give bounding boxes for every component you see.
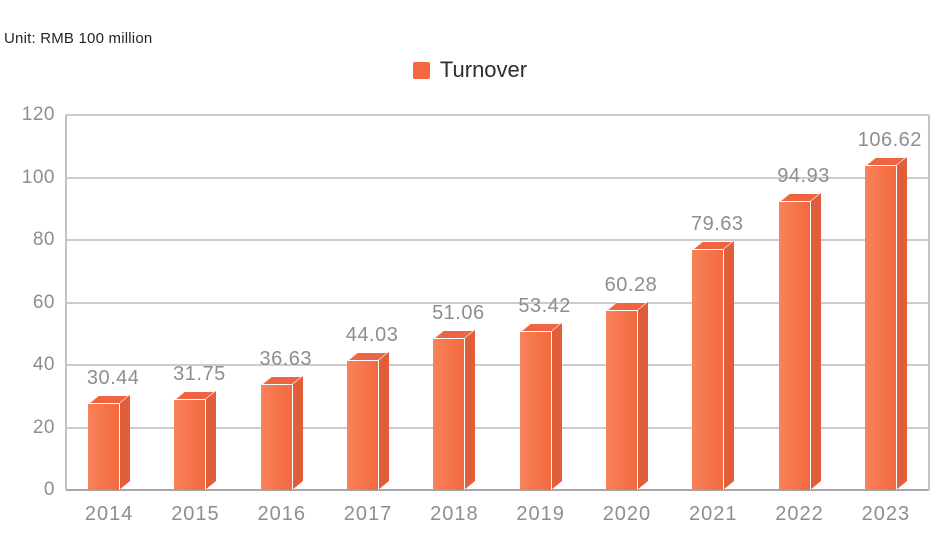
value-label-2014: 30.44 [86, 366, 140, 389]
bar-side-face [378, 352, 390, 490]
bar-2022[interactable] [778, 193, 821, 491]
unit-label: Unit: RMB 100 million [4, 30, 153, 47]
x-axis-label-2023: 2023 [861, 503, 911, 525]
bar-front-face [605, 310, 637, 490]
bar-2020[interactable] [605, 301, 648, 490]
gridline [66, 239, 929, 241]
value-label-2023: 106.62 [857, 128, 922, 151]
x-axis-label-2017: 2017 [343, 503, 393, 525]
x-axis-label-2021: 2021 [689, 503, 738, 525]
bar-side-face [205, 390, 217, 490]
bar-2021[interactable] [692, 241, 735, 490]
bar-side-face [636, 301, 648, 490]
chart-legend: Turnover [0, 56, 940, 84]
value-label-2021: 79.63 [690, 213, 744, 236]
x-axis-label-2019: 2019 [516, 503, 565, 525]
y-axis-label: 120 [21, 104, 55, 125]
y-axis-label: 80 [32, 229, 55, 250]
value-label-2018: 51.06 [432, 302, 485, 325]
y-axis-label: 40 [32, 354, 55, 375]
legend-swatch-icon [412, 61, 430, 79]
x-axis-label-2018: 2018 [430, 503, 479, 525]
plot-right-border [928, 115, 930, 490]
y-axis-label: 60 [32, 291, 55, 313]
x-axis-label-2022: 2022 [775, 503, 824, 525]
bar-side-face [464, 330, 476, 490]
gridline [66, 114, 929, 116]
bar-front-face [519, 332, 551, 490]
bar-2015[interactable] [174, 390, 217, 490]
bar-2017[interactable] [347, 352, 390, 490]
bar-side-face [809, 193, 821, 491]
x-axis-label-2014: 2014 [84, 503, 134, 525]
value-label-2019: 53.42 [518, 295, 571, 318]
gridline [66, 176, 929, 179]
bar-side-face [895, 156, 907, 491]
x-axis-line [66, 489, 929, 491]
bar-2023[interactable] [864, 156, 907, 491]
bar-front-face [864, 165, 896, 490]
bar-2014[interactable] [88, 394, 131, 490]
x-axis-label-2016: 2016 [257, 503, 306, 525]
y-axis-label: 20 [32, 416, 55, 438]
value-label-2016: 36.63 [259, 347, 313, 370]
bar-front-face [347, 361, 379, 490]
value-label-2022: 94.93 [777, 165, 830, 188]
gridline [66, 426, 929, 429]
x-axis-label-2020: 2020 [602, 503, 652, 525]
bar-side-face [119, 394, 131, 490]
value-label-2017: 44.03 [345, 324, 399, 347]
gridline [66, 301, 929, 304]
bar-side-face [723, 241, 735, 490]
y-axis-label: 0 [43, 479, 55, 500]
bar-2019[interactable] [519, 323, 562, 490]
legend-item-turnover[interactable]: Turnover [412, 57, 528, 83]
bar-front-face [692, 250, 724, 490]
legend-label: Turnover [439, 57, 528, 82]
bar-front-face [778, 202, 810, 490]
bar-side-face [550, 323, 562, 490]
y-axis-line [65, 115, 67, 490]
bar-front-face [88, 403, 120, 490]
y-axis-label: 100 [21, 166, 55, 188]
bar-2018[interactable] [433, 330, 476, 490]
x-axis-label-2015: 2015 [171, 503, 220, 525]
bar-front-face [260, 384, 292, 490]
bar-front-face [433, 339, 465, 490]
bar-front-face [174, 399, 206, 490]
bar-2016[interactable] [260, 375, 303, 490]
bar-side-face [291, 375, 303, 490]
value-label-2015: 31.75 [173, 362, 226, 385]
gridline [66, 364, 929, 366]
value-label-2020: 60.28 [604, 273, 658, 296]
